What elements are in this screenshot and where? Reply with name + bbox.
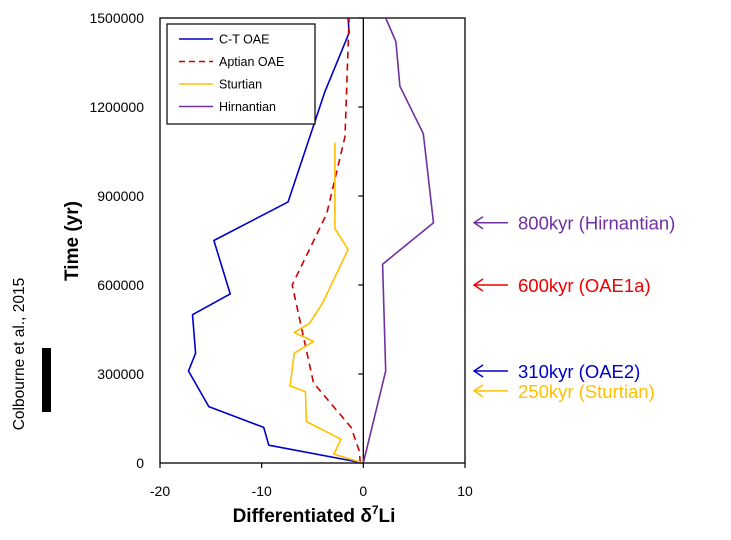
annotation-arrowhead [472,278,484,292]
legend: C-T OAE Aptian OAE Sturtian Hirnantian [166,23,316,125]
y-tick-label: 900000 [97,188,144,204]
y-tick-label: 1500000 [89,10,144,26]
series-line-c-t-oae [187,17,364,464]
series-line-hirnantian [362,17,435,464]
y-axis-ticks: 0 300000 600000 900000 1200000 1500000 [89,10,364,471]
legend-box [166,23,316,125]
x-tick-label: -20 [150,483,170,499]
x-axis-title: Differentiated δ7Li [233,503,396,527]
legend-label: Hirnantian [219,100,276,114]
annotation-arrowhead [472,216,484,230]
y-tick-label: 600000 [97,277,144,293]
annotation-label: 600kyr (OAE1a) [518,275,651,296]
annotation-label: 250kyr (Sturtian) [518,381,655,402]
y-tick-label: 300000 [97,366,144,382]
annotation-arrowhead [472,364,484,378]
y-tick-label: 0 [136,455,144,471]
plot-area [159,17,466,464]
legend-label: Sturtian [219,78,262,92]
scale-bar [42,348,51,412]
series-lines [187,17,435,464]
plot-frame [159,17,466,464]
annotation-label: 310kyr (OAE2) [518,361,640,382]
y-tick-label: 1200000 [89,99,144,115]
series-line-aptian-oae [291,17,362,464]
y-axis-title: Time (yr) [62,201,83,281]
annotations: 800kyr (Hirnantian) 600kyr (OAE1a) 310kyr … [472,213,675,402]
annotation-arrowhead [472,384,484,398]
x-axis-ticks: -20 -10 0 10 [150,463,473,499]
x-tick-label: 10 [457,483,473,499]
legend-label: C-T OAE [219,33,269,47]
credit-text: Colbourne et al., 2015 [11,278,28,431]
legend-label: Aptian OAE [219,55,284,69]
x-tick-label: -10 [252,483,272,499]
series-line-sturtian [289,142,364,464]
x-tick-label: 0 [359,483,367,499]
annotation-label: 800kyr (Hirnantian) [518,213,675,234]
